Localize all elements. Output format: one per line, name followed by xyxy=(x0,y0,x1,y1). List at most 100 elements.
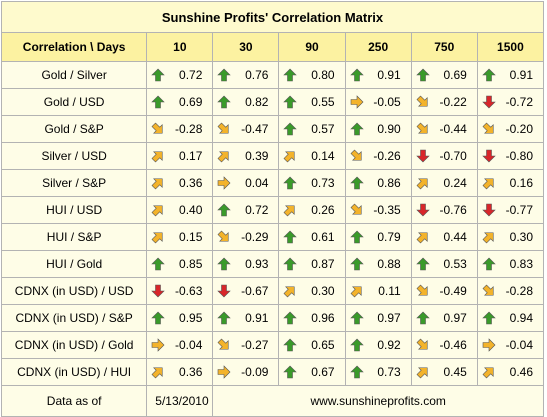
correlation-cell: -0.26 xyxy=(344,142,412,170)
correlation-cell: -0.47 xyxy=(212,115,280,143)
correlation-value: -0.47 xyxy=(241,122,269,136)
correlation-cell: -0.05 xyxy=(344,88,412,116)
down-right-orange-arrow-icon xyxy=(482,122,496,136)
correlation-value: 0.90 xyxy=(377,122,401,136)
correlation-cell: -0.20 xyxy=(476,115,545,143)
correlation-value: 0.57 xyxy=(311,122,335,136)
correlation-cell: 0.72 xyxy=(146,61,214,89)
correlation-cell: 0.55 xyxy=(278,88,346,116)
down-right-orange-arrow-icon xyxy=(350,203,364,217)
up-green-arrow-icon xyxy=(349,257,364,271)
down-right-orange-arrow-icon xyxy=(217,338,231,352)
correlation-value: 0.87 xyxy=(311,257,335,271)
correlation-value: 0.67 xyxy=(311,365,335,379)
correlation-value: 0.65 xyxy=(311,338,335,352)
correlation-cell: 0.65 xyxy=(278,331,346,359)
correlation-cell: 0.69 xyxy=(146,88,214,116)
row-label: HUI / USD xyxy=(0,196,148,224)
up-green-arrow-icon xyxy=(283,365,298,379)
correlation-value: 0.04 xyxy=(245,176,269,190)
correlation-cell: 0.46 xyxy=(476,358,545,386)
header-period-1500: 1500 xyxy=(476,32,545,62)
correlation-value: 0.83 xyxy=(509,257,533,271)
correlation-cell: 0.91 xyxy=(212,304,280,332)
up-green-arrow-icon xyxy=(349,176,364,190)
header-period-10: 10 xyxy=(146,32,214,62)
correlation-value: 0.86 xyxy=(377,176,401,190)
correlation-value: -0.29 xyxy=(241,230,269,244)
correlation-value: 0.82 xyxy=(245,95,269,109)
down-red-arrow-icon xyxy=(482,203,496,217)
correlation-value: 0.72 xyxy=(245,203,269,217)
up-green-arrow-icon xyxy=(415,311,430,325)
correlation-value: 0.88 xyxy=(377,257,401,271)
correlation-value: 0.79 xyxy=(377,230,401,244)
up-green-arrow-icon xyxy=(283,95,298,109)
correlation-value: 0.97 xyxy=(443,311,467,325)
up-green-arrow-icon xyxy=(283,68,298,82)
header-period-90: 90 xyxy=(278,32,346,62)
up-right-orange-arrow-icon xyxy=(416,230,430,244)
table-row: Gold / USD 0.69 0.82 0.55 -0.05 -0.22 -0.72 xyxy=(0,88,545,116)
correlation-value: 0.26 xyxy=(311,203,335,217)
row-label: CDNX (in USD) / Gold xyxy=(0,331,148,359)
down-right-orange-arrow-icon xyxy=(350,149,364,163)
up-right-orange-arrow-icon xyxy=(350,284,364,298)
correlation-cell: 0.79 xyxy=(344,223,412,251)
row-label: CDNX (in USD) / USD xyxy=(0,277,148,305)
correlation-cell: 0.96 xyxy=(278,304,346,332)
correlation-value: -0.44 xyxy=(439,122,467,136)
header-row: Correlation \ Days 10 30 90 250 750 1500 xyxy=(0,32,545,62)
correlation-cell: -0.76 xyxy=(410,196,478,224)
correlation-value: 0.30 xyxy=(311,284,335,298)
row-label: Silver / S&P xyxy=(0,169,148,197)
up-green-arrow-icon xyxy=(482,311,496,325)
row-label: Silver / USD xyxy=(0,142,148,170)
correlation-cell: 0.76 xyxy=(212,61,280,89)
correlation-cell: 0.04 xyxy=(212,169,280,197)
up-green-arrow-icon xyxy=(283,176,298,190)
down-red-arrow-icon xyxy=(482,95,496,109)
correlation-value: -0.05 xyxy=(373,95,401,109)
correlation-value: 0.95 xyxy=(179,311,203,325)
table-row: CDNX (in USD) / Gold -0.04 -0.27 0.65 0.92 -0… xyxy=(0,331,545,359)
header-period-250: 250 xyxy=(344,32,412,62)
correlation-cell: 0.39 xyxy=(212,142,280,170)
up-right-orange-arrow-icon xyxy=(151,149,165,163)
correlation-cell: -0.77 xyxy=(476,196,545,224)
correlation-value: 0.44 xyxy=(443,230,467,244)
correlation-cell: 0.73 xyxy=(344,358,412,386)
correlation-cell: 0.87 xyxy=(278,250,346,278)
header-period-30: 30 xyxy=(212,32,280,62)
up-green-arrow-icon xyxy=(151,68,165,82)
correlation-value: -0.70 xyxy=(439,149,467,163)
correlation-cell: 0.95 xyxy=(146,304,214,332)
up-right-orange-arrow-icon xyxy=(416,176,430,190)
up-green-arrow-icon xyxy=(217,311,232,325)
up-right-orange-arrow-icon xyxy=(217,149,231,163)
data-date: 5/13/2010 xyxy=(146,385,214,417)
up-green-arrow-icon xyxy=(349,365,364,379)
correlation-cell: 0.53 xyxy=(410,250,478,278)
correlation-cell: 0.36 xyxy=(146,358,214,386)
correlation-cell: 0.94 xyxy=(476,304,545,332)
table-row: HUI / Gold 0.85 0.93 0.87 0.88 0.53 0.83 xyxy=(0,250,545,278)
correlation-value: 0.72 xyxy=(179,68,203,82)
correlation-value: 0.46 xyxy=(509,365,533,379)
correlation-cell: 0.30 xyxy=(476,223,545,251)
correlation-cell: 0.30 xyxy=(278,277,346,305)
correlation-cell: -0.04 xyxy=(146,331,214,359)
row-label: Gold / S&P xyxy=(0,115,148,143)
correlation-value: -0.27 xyxy=(241,338,269,352)
correlation-value: 0.94 xyxy=(509,311,533,325)
correlation-value: 0.96 xyxy=(311,311,335,325)
website-link[interactable]: www.sunshineprofits.com xyxy=(212,385,544,417)
footer-row: Data as of 5/13/2010 www.sunshineprofits.c… xyxy=(0,385,544,417)
table-row: CDNX (in USD) / USD -0.63 -0.67 0.30 0.11 -0.… xyxy=(0,277,545,305)
down-right-orange-arrow-icon xyxy=(151,122,165,136)
correlation-cell: 0.61 xyxy=(278,223,346,251)
down-red-arrow-icon xyxy=(482,149,496,163)
correlation-cell: 0.92 xyxy=(344,331,412,359)
correlation-value: -0.67 xyxy=(241,284,269,298)
correlation-value: -0.80 xyxy=(505,149,533,163)
